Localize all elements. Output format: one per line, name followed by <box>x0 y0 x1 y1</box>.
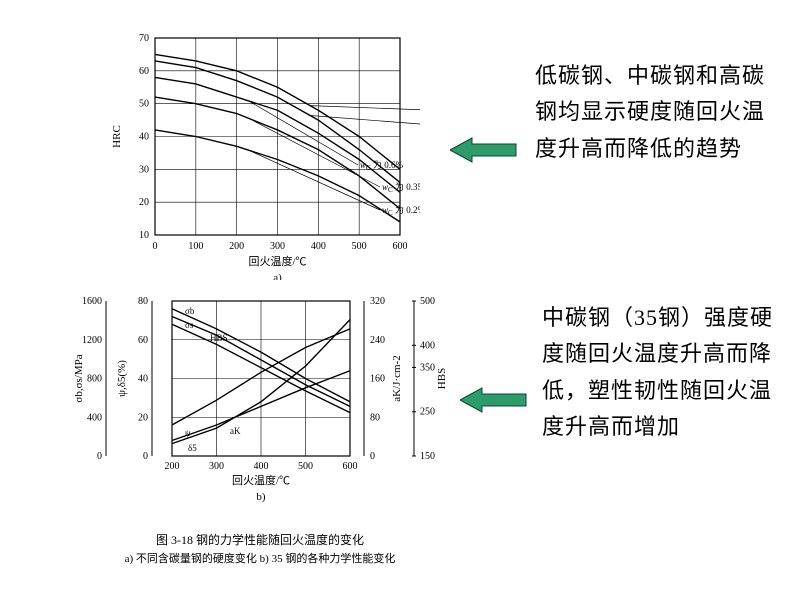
svg-text:30: 30 <box>139 164 149 175</box>
svg-text:回火温度/℃: 回火温度/℃ <box>232 473 290 487</box>
chart-a: 010020030040050060010203040506070wC 为 1.… <box>100 20 420 280</box>
svg-text:b): b) <box>256 491 266 503</box>
svg-text:500: 500 <box>352 241 367 252</box>
svg-text:400: 400 <box>420 340 435 351</box>
svg-text:600: 600 <box>393 241 408 252</box>
svg-text:0: 0 <box>97 451 102 462</box>
svg-text:HBS: HBS <box>436 368 448 389</box>
arrow-1 <box>450 130 520 170</box>
annotation-1-text: 低碳钢、中碳钢和高碳钢均显示硬度随回火温度升高而降低的趋势 <box>535 63 765 161</box>
chart-b-svg: 200300400500600040080012001600σb,σs/MPa0… <box>70 286 450 506</box>
svg-text:300: 300 <box>270 241 285 252</box>
svg-text:20: 20 <box>139 197 149 208</box>
svg-text:200: 200 <box>165 461 180 472</box>
caption-title: 图 3-18 钢的力学性能随回火温度的变化 <box>70 530 450 550</box>
svg-text:400: 400 <box>87 412 102 423</box>
annotation-2: 中碳钢（35钢）强度硬度随回火温度升高而降低，塑性韧性随回火温度升高而增加 <box>542 300 777 445</box>
svg-text:100: 100 <box>188 241 203 252</box>
caption-subtitle: a) 不同含碳量钢的硬度变化 b) 35 钢的各种力学性能变化 <box>70 550 450 569</box>
svg-text:0: 0 <box>370 451 375 462</box>
chart-b: 200300400500600040080012001600σb,σs/MPa0… <box>70 286 450 506</box>
svg-text:0: 0 <box>143 451 148 462</box>
arrow-2 <box>460 380 530 420</box>
svg-text:200: 200 <box>229 241 244 252</box>
svg-text:400: 400 <box>254 461 269 472</box>
svg-text:10: 10 <box>139 230 149 241</box>
svg-text:150: 150 <box>420 451 435 462</box>
svg-text:σs: σs <box>185 320 194 330</box>
svg-text:50: 50 <box>139 99 149 110</box>
svg-text:40: 40 <box>138 374 148 385</box>
svg-text:HRC: HRC <box>111 125 123 148</box>
svg-text:ψ,δ5(%): ψ,δ5(%) <box>116 360 128 397</box>
svg-text:σb: σb <box>185 306 195 316</box>
svg-text:60: 60 <box>138 335 148 346</box>
svg-text:350: 350 <box>420 362 435 373</box>
svg-text:1200: 1200 <box>82 335 102 346</box>
svg-text:wC 为 0.6%: wC 为 0.6% <box>360 159 403 172</box>
svg-text:δ5: δ5 <box>188 443 197 453</box>
svg-text:回火温度/℃: 回火温度/℃ <box>248 254 306 268</box>
svg-text:70: 70 <box>139 33 149 44</box>
annotation-1: 低碳钢、中碳钢和高碳钢均显示硬度随回火温度升高而降低的趋势 <box>535 58 765 167</box>
svg-text:40: 40 <box>139 132 149 143</box>
svg-text:250: 250 <box>420 407 435 418</box>
svg-text:wC 为 0.2%: wC 为 0.2% <box>382 204 420 217</box>
svg-text:600: 600 <box>343 461 358 472</box>
svg-text:500: 500 <box>420 296 435 307</box>
svg-text:160: 160 <box>370 374 385 385</box>
svg-text:aK: aK <box>230 426 241 436</box>
annotation-2-text: 中碳钢（35钢）强度硬度随回火温度升高而降低，塑性韧性随回火温度升高而增加 <box>542 305 773 439</box>
svg-text:80: 80 <box>370 412 380 423</box>
figure-caption: 图 3-18 钢的力学性能随回火温度的变化 a) 不同含碳量钢的硬度变化 b) … <box>70 530 450 569</box>
svg-text:240: 240 <box>370 335 385 346</box>
svg-text:400: 400 <box>311 241 326 252</box>
svg-text:σb,σs/MPa: σb,σs/MPa <box>73 354 85 402</box>
svg-text:1600: 1600 <box>82 296 102 307</box>
charts-column: 010020030040050060010203040506070wC 为 1.… <box>60 20 460 506</box>
svg-text:a): a) <box>273 272 282 280</box>
svg-text:320: 320 <box>370 296 385 307</box>
chart-a-svg: 010020030040050060010203040506070wC 为 1.… <box>100 20 420 280</box>
svg-text:80: 80 <box>138 296 148 307</box>
svg-text:wC 为 0.35%: wC 为 0.35% <box>382 181 420 194</box>
svg-text:800: 800 <box>87 374 102 385</box>
svg-text:20: 20 <box>138 412 148 423</box>
svg-text:0: 0 <box>153 241 158 252</box>
svg-text:60: 60 <box>139 66 149 77</box>
svg-text:500: 500 <box>298 461 313 472</box>
svg-text:ψ: ψ <box>185 428 191 438</box>
svg-text:300: 300 <box>209 461 224 472</box>
svg-text:HBS: HBS <box>210 333 228 343</box>
svg-text:aK/J·cm-2: aK/J·cm-2 <box>391 355 403 401</box>
